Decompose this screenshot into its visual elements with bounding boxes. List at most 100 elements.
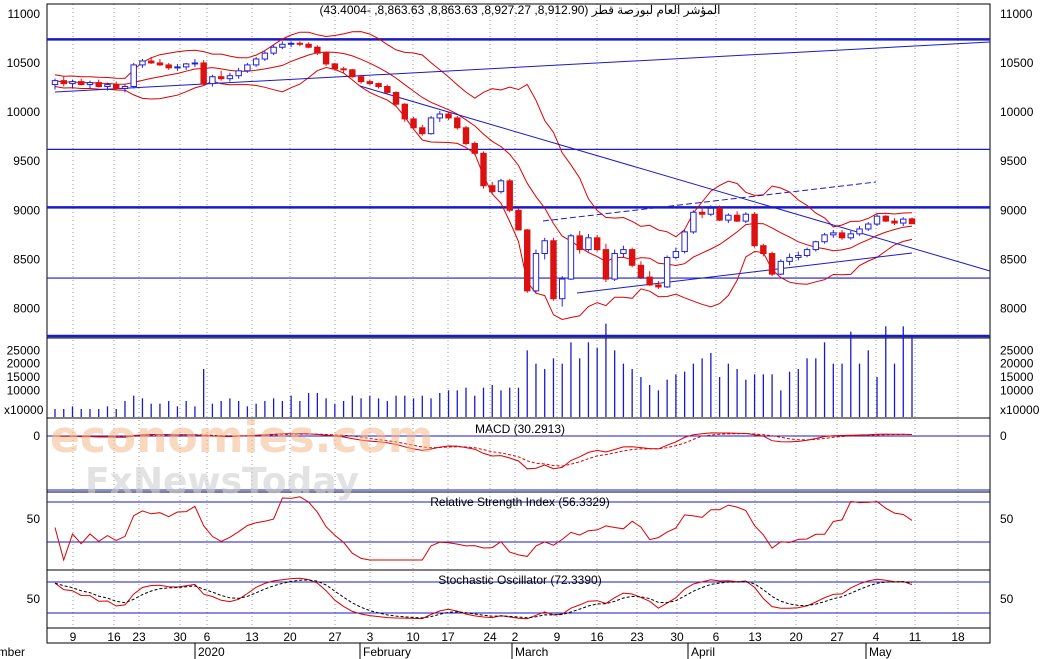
price-tick-right: 10500	[1000, 56, 1034, 70]
candle-body	[139, 60, 146, 66]
rsi-line	[54, 496, 913, 562]
month-label: February	[363, 645, 411, 659]
candle-body	[305, 43, 312, 48]
bollinger-upper	[54, 31, 913, 238]
candle-body	[182, 63, 190, 68]
watermark-economies: economies.com	[50, 412, 434, 463]
candle-body	[725, 214, 732, 221]
candle-body	[751, 213, 758, 247]
candle-body	[698, 211, 706, 215]
date-tick: 20	[283, 630, 297, 644]
price-tick-left: 8000	[13, 302, 40, 316]
candle-body	[191, 62, 199, 65]
candle-body	[786, 256, 793, 262]
candle-body	[856, 228, 863, 235]
candle-body	[532, 253, 540, 292]
candle-body	[707, 207, 715, 215]
date-tick: 3	[367, 630, 374, 644]
candle-body	[716, 207, 723, 221]
candle-body	[261, 52, 269, 60]
candle-body	[515, 209, 522, 231]
candle-body	[121, 86, 129, 89]
candle-body	[174, 66, 181, 69]
candle-body	[384, 86, 391, 93]
candle-body	[226, 75, 234, 80]
trend-lines	[54, 41, 991, 294]
candle-body	[427, 117, 435, 135]
candle-body	[480, 152, 487, 187]
candle-body	[908, 218, 916, 225]
indicator-lines	[54, 432, 913, 620]
rsi-label: Relative Strength Index (56.3329)	[430, 495, 609, 509]
candle-body	[375, 83, 382, 88]
candle-body	[419, 127, 426, 135]
macd-tick-right: 0	[1000, 429, 1007, 443]
volume-tick-right: 25000	[1000, 343, 1034, 357]
month-label: May	[869, 645, 892, 659]
bollinger-lower	[54, 66, 913, 321]
date-tick: 10	[406, 630, 420, 644]
candle-body	[78, 81, 85, 86]
date-tick: 27	[830, 630, 844, 644]
volume-tick-left: 20000	[7, 357, 41, 371]
trend-line-support	[576, 252, 913, 294]
date-tick: 2	[512, 630, 519, 644]
candle-body	[410, 118, 417, 129]
trend-line-channel	[542, 181, 877, 222]
month-label: 2020	[198, 645, 225, 659]
price-tick-left: 11000	[8, 7, 41, 21]
candle-body	[60, 80, 67, 85]
candle-body	[690, 211, 697, 233]
date-tick: 13	[748, 630, 762, 644]
candle-body	[628, 249, 636, 266]
watermark-fxnewstoday: FxNewsToday	[85, 461, 359, 502]
candle-body	[340, 68, 347, 71]
volume-multiplier-right: x10000	[1000, 403, 1040, 417]
volume-tick-right: 15000	[1000, 370, 1034, 384]
candle-body	[847, 233, 854, 239]
candle-body	[287, 42, 295, 45]
candle-body	[873, 215, 881, 225]
candle-body	[497, 180, 505, 193]
candle-body	[777, 260, 785, 275]
candle-body	[462, 127, 470, 144]
candle-body	[602, 249, 610, 280]
candle-body	[296, 42, 304, 45]
candle-body	[244, 64, 251, 72]
candle-body	[882, 215, 889, 222]
candle-body	[436, 113, 443, 119]
candle-body	[550, 240, 557, 300]
candle-body	[217, 76, 225, 80]
candle-body	[401, 103, 409, 120]
volume-tick-left: 10000	[7, 383, 41, 397]
trend-line-long	[54, 41, 991, 93]
candle-body	[865, 223, 872, 230]
candle-body	[524, 229, 531, 292]
candle-body	[314, 46, 321, 54]
candle-body	[156, 62, 164, 66]
candle-body	[506, 180, 513, 211]
macd-label: MACD (30.2913)	[475, 422, 565, 436]
rsi-tick-left: 50	[27, 512, 41, 526]
price-tick-right: 8500	[1000, 252, 1027, 266]
candle-body	[322, 52, 330, 65]
stoch-tick-left: 50	[27, 592, 41, 606]
candle-body	[900, 218, 907, 224]
candle-body	[349, 69, 356, 78]
date-tick: 30	[670, 630, 684, 644]
candle-body	[646, 276, 653, 286]
price-tick-right: 11000	[1000, 7, 1033, 21]
volume-tick-right: 20000	[1000, 357, 1034, 371]
candle-body	[681, 231, 688, 253]
candle-body	[69, 81, 76, 85]
date-tick: 6	[713, 630, 720, 644]
price-tick-left: 9000	[13, 203, 40, 217]
candle-body	[471, 142, 478, 154]
candle-body	[585, 237, 592, 251]
candle-body	[558, 278, 566, 300]
candle-body	[86, 82, 94, 86]
candle-body	[672, 251, 680, 258]
price-tick-right: 8000	[1000, 302, 1027, 316]
panel-frame-0	[46, 3, 991, 339]
